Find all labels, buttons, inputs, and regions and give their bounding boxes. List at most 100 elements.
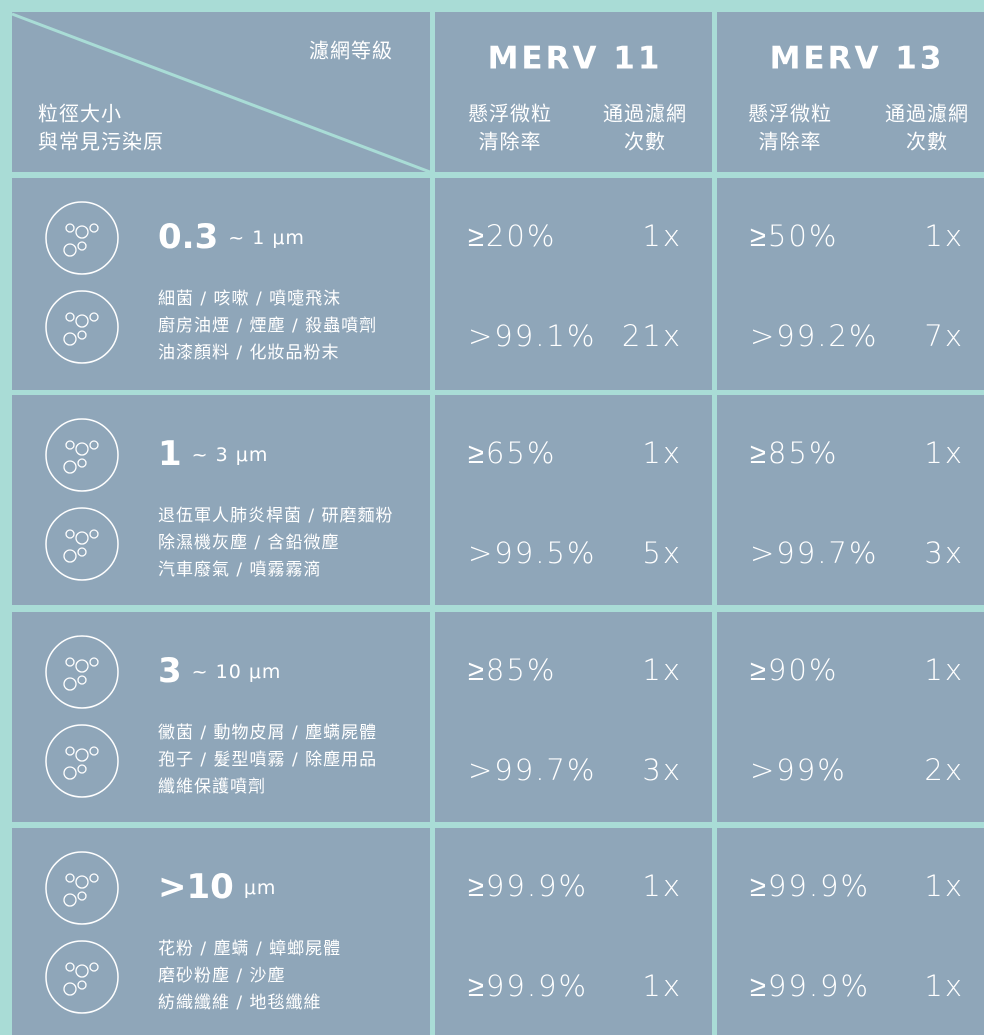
cell xyxy=(717,612,984,822)
icon-detail xyxy=(65,440,75,450)
column-header: 懸浮微粒 xyxy=(468,102,552,126)
pass-count: 2x xyxy=(924,753,964,787)
pass-count: 1x xyxy=(924,219,964,253)
cell xyxy=(435,178,712,390)
icon-detail xyxy=(63,766,77,780)
corner-bottom: 與常見污染原 xyxy=(38,130,164,154)
particle-size: >10 μm xyxy=(158,867,276,907)
icon-detail xyxy=(63,460,77,474)
pollutant: 孢子 / 髮型噴霧 / 除塵用品 xyxy=(158,750,377,770)
icon-detail xyxy=(89,746,99,756)
pollutant: 退伍軍人肺炎桿菌 / 研磨麵粉 xyxy=(158,506,394,526)
icon-detail xyxy=(77,675,87,685)
icon-detail xyxy=(75,314,89,328)
icon-detail xyxy=(77,891,87,901)
pass-count: 1x xyxy=(642,969,682,1003)
cell xyxy=(717,395,984,605)
icon-detail xyxy=(65,962,75,972)
removal-rate: >99% xyxy=(750,753,847,787)
removal-rate: ≥90% xyxy=(750,653,838,687)
size-main: 0.3 xyxy=(158,217,218,257)
removal-rate: ≥99.9% xyxy=(750,869,870,903)
removal-rate: ≥99.9% xyxy=(468,969,588,1003)
pass-count: 1x xyxy=(924,869,964,903)
icon-detail xyxy=(89,657,99,667)
particle-size: 0.3 ~ 1 μm xyxy=(158,217,305,257)
icon-detail xyxy=(63,893,77,907)
pollutant: 油漆顏料 / 化妝品粉末 xyxy=(158,343,340,363)
removal-rate: ≥50% xyxy=(750,219,838,253)
pollutant: 磨砂粉塵 / 沙塵 xyxy=(158,966,286,986)
removal-rate: ≥99.9% xyxy=(750,969,870,1003)
cell xyxy=(12,395,430,605)
column-header: 清除率 xyxy=(759,130,822,154)
icon-detail xyxy=(77,547,87,557)
column-header: 清除率 xyxy=(479,130,542,154)
column-header: 通過濾網 xyxy=(603,102,687,126)
size-unit: ~ 10 μm xyxy=(192,661,282,683)
pass-count: 7x xyxy=(924,319,964,353)
pass-count: 1x xyxy=(642,219,682,253)
icon-detail xyxy=(65,746,75,756)
icon-detail xyxy=(75,531,89,545)
pollutant: 紡織纖維 / 地毯纖維 xyxy=(158,993,322,1013)
removal-rate: >99.1% xyxy=(468,319,596,353)
size-main: >10 xyxy=(158,867,234,907)
pass-count: 21x xyxy=(622,319,682,353)
cell xyxy=(717,12,984,172)
removal-rate: ≥85% xyxy=(750,436,838,470)
column-header: 次數 xyxy=(624,130,666,154)
icon xyxy=(45,635,119,709)
icon-detail xyxy=(77,764,87,774)
pass-count: 3x xyxy=(924,536,964,570)
icon-detail xyxy=(63,243,77,257)
size-unit: ~ 1 μm xyxy=(228,227,305,249)
cell xyxy=(12,178,430,390)
pollutant: 除濕機灰塵 / 含鉛微塵 xyxy=(158,533,340,553)
size-main: 1 xyxy=(158,434,182,474)
pass-count: 1x xyxy=(924,653,964,687)
icon-detail xyxy=(63,982,77,996)
pass-count: 1x xyxy=(642,436,682,470)
icon-detail xyxy=(77,241,87,251)
pollutant: 黴菌 / 動物皮屑 / 塵螨屍體 xyxy=(158,723,377,743)
icon-detail xyxy=(65,657,75,667)
cell xyxy=(12,828,430,1035)
pass-count: 1x xyxy=(642,869,682,903)
cells xyxy=(12,12,984,1035)
icon-detail xyxy=(89,962,99,972)
cell xyxy=(435,395,712,605)
cell xyxy=(12,612,430,822)
removal-rate: ≥85% xyxy=(468,653,556,687)
size-unit: μm xyxy=(244,877,277,899)
icon-detail xyxy=(65,223,75,233)
icon xyxy=(45,940,119,1014)
icon-detail xyxy=(77,980,87,990)
icon xyxy=(45,201,119,275)
icon xyxy=(45,290,119,364)
icon-detail xyxy=(89,223,99,233)
icon-detail xyxy=(75,225,89,239)
icon-detail xyxy=(65,312,75,322)
icon-detail xyxy=(89,873,99,883)
pass-count: 5x xyxy=(642,536,682,570)
icon-detail xyxy=(75,442,89,456)
icon-detail xyxy=(89,440,99,450)
size-main: 3 xyxy=(158,651,182,691)
icon-detail xyxy=(89,529,99,539)
icon-detail xyxy=(77,330,87,340)
removal-rate: >99.7% xyxy=(468,753,596,787)
pass-count: 1x xyxy=(924,436,964,470)
icon-detail xyxy=(77,458,87,468)
icon-detail xyxy=(63,332,77,346)
column-header: 通過濾網 xyxy=(885,102,969,126)
icon-detail xyxy=(65,873,75,883)
icon-detail xyxy=(63,549,77,563)
icon-detail xyxy=(89,312,99,322)
corner-diagonal xyxy=(11,12,431,174)
cell xyxy=(717,828,984,1035)
icon xyxy=(45,418,119,492)
cell xyxy=(435,12,712,172)
